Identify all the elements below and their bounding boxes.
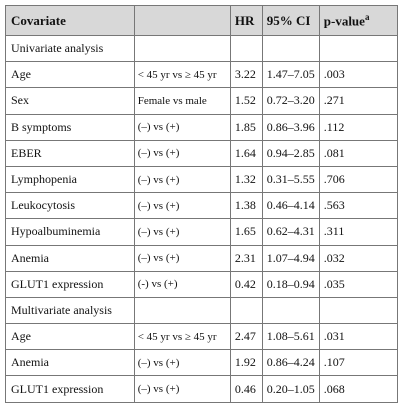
table-head: Covariate HR 95% CI p-valuea bbox=[5, 5, 399, 36]
cell: 1.85 bbox=[229, 113, 263, 141]
cell: < 45 yr vs ≥ 45 yr bbox=[133, 61, 231, 89]
cell: EBER bbox=[5, 139, 135, 167]
cell: 2.47 bbox=[229, 323, 263, 351]
cell: B symptoms bbox=[5, 113, 135, 141]
empty-cell bbox=[261, 34, 320, 63]
cell: 1.38 bbox=[229, 192, 263, 220]
header-text: p-value bbox=[323, 13, 365, 29]
cell: .068 bbox=[318, 375, 399, 403]
cell: (–) vs (+) bbox=[133, 113, 231, 141]
cell: < 45 yr vs ≥ 45 yr bbox=[133, 323, 231, 351]
section-title: Univariate analysis bbox=[5, 34, 135, 63]
cell: .035 bbox=[318, 270, 399, 298]
section-row: Multivariate analysis bbox=[5, 296, 399, 325]
data-row: Lymphopenia (–) vs (+) 1.32 0.31–5.55.706 bbox=[5, 165, 399, 194]
table-body: Univariate analysis Age < 45 yr vs ≥ 45 yr… bbox=[5, 34, 399, 403]
cell: 0.62–4.31 bbox=[261, 218, 320, 246]
cell: Sex bbox=[5, 87, 135, 115]
cell: 0.46–4.14 bbox=[261, 192, 320, 220]
cell: .563 bbox=[318, 192, 399, 220]
cell: Age bbox=[5, 323, 135, 351]
header-cell bbox=[133, 5, 231, 36]
cell: (–) vs (+) bbox=[133, 375, 231, 403]
empty-cell bbox=[318, 296, 399, 325]
cell: Hypoalbuminemia bbox=[5, 218, 135, 246]
data-row: Age < 45 yr vs ≥ 45 yr 3.22 1.47–7.05.003 bbox=[5, 61, 399, 89]
cell: 1.52 bbox=[229, 87, 263, 115]
cell: GLUT1 expression bbox=[5, 375, 135, 403]
cell: (–) vs (+) bbox=[133, 349, 231, 377]
footnote-mark: a bbox=[364, 11, 370, 22]
cell: .271 bbox=[318, 87, 399, 115]
cell: (–) vs (+) bbox=[133, 218, 231, 246]
empty-cell bbox=[318, 34, 399, 63]
cell: Female vs male bbox=[133, 87, 231, 115]
cell: 0.46 bbox=[229, 375, 263, 403]
cell: 1.08–5.61 bbox=[261, 323, 320, 351]
header-cell: 95% CI bbox=[261, 5, 320, 36]
cell: 2.31 bbox=[229, 244, 263, 272]
data-row: B symptoms (–) vs (+) 1.85 0.86–3.96.112 bbox=[5, 113, 399, 141]
empty-cell bbox=[229, 296, 263, 325]
cell: (–) vs (+) bbox=[133, 192, 231, 220]
empty-cell bbox=[261, 296, 320, 325]
cell: 1.92 bbox=[229, 349, 263, 377]
cell: 3.22 bbox=[229, 61, 263, 89]
cell: 0.72–3.20 bbox=[261, 87, 320, 115]
cell: .311 bbox=[318, 218, 399, 246]
cell: Anemia bbox=[5, 349, 135, 377]
data-row: Anemia (–) vs (+) 2.31 1.07–4.94.032 bbox=[5, 244, 399, 272]
cell: 1.32 bbox=[229, 165, 263, 194]
header-cell: Covariate bbox=[5, 5, 135, 36]
cell: (–) vs (+) bbox=[133, 244, 231, 272]
data-row: Anemia (–) vs (+) 1.92 0.86–4.24.107 bbox=[5, 349, 399, 377]
cell: 0.86–3.96 bbox=[261, 113, 320, 141]
cell: 1.47–7.05 bbox=[261, 61, 320, 89]
cell: .032 bbox=[318, 244, 399, 272]
cell: .031 bbox=[318, 323, 399, 351]
section-row: Univariate analysis bbox=[5, 34, 399, 63]
data-row: Age < 45 yr vs ≥ 45 yr 2.47 1.08–5.61.031 bbox=[5, 323, 399, 351]
header-row: Covariate HR 95% CI p-valuea bbox=[5, 5, 399, 36]
cell: .706 bbox=[318, 165, 399, 194]
cell: 0.20–1.05 bbox=[261, 375, 320, 403]
cell: 1.64 bbox=[229, 139, 263, 167]
cell: Age bbox=[5, 61, 135, 89]
cell: .003 bbox=[318, 61, 399, 89]
cell: GLUT1 expression bbox=[5, 270, 135, 298]
empty-cell bbox=[133, 296, 231, 325]
results-table: Covariate HR 95% CI p-valuea Univariate … bbox=[5, 5, 399, 403]
cell: (–) vs (+) bbox=[133, 139, 231, 167]
cell: .081 bbox=[318, 139, 399, 167]
cell: (-) vs (+) bbox=[133, 270, 231, 298]
data-row: Leukocytosis (–) vs (+) 1.38 0.46–4.14.563 bbox=[5, 192, 399, 220]
empty-cell bbox=[229, 34, 263, 63]
cell: .112 bbox=[318, 113, 399, 141]
data-row: EBER (–) vs (+) 1.64 0.94–2.85.081 bbox=[5, 139, 399, 167]
cell: 1.65 bbox=[229, 218, 263, 246]
data-row: Sex Female vs male 1.52 0.72–3.20.271 bbox=[5, 87, 399, 115]
cell: .107 bbox=[318, 349, 399, 377]
data-row: GLUT1 expression (–) vs (+) 0.46 0.20–1.05.… bbox=[5, 375, 399, 403]
cell: (–) vs (+) bbox=[133, 165, 231, 194]
cell: Lymphopenia bbox=[5, 165, 135, 194]
cell: 0.42 bbox=[229, 270, 263, 298]
data-row: GLUT1 expression (-) vs (+) 0.42 0.18–0.94.… bbox=[5, 270, 399, 298]
cell: 0.94–2.85 bbox=[261, 139, 320, 167]
header-cell: p-valuea bbox=[318, 5, 399, 36]
cell: Leukocytosis bbox=[5, 192, 135, 220]
header-cell: HR bbox=[229, 5, 263, 36]
section-title: Multivariate analysis bbox=[5, 296, 135, 325]
cell: 0.18–0.94 bbox=[261, 270, 320, 298]
data-row: Hypoalbuminemia (–) vs (+) 1.65 0.62–4.31.3… bbox=[5, 218, 399, 246]
cell: 0.86–4.24 bbox=[261, 349, 320, 377]
cell: 1.07–4.94 bbox=[261, 244, 320, 272]
empty-cell bbox=[133, 34, 231, 63]
cell: Anemia bbox=[5, 244, 135, 272]
cell: 0.31–5.55 bbox=[261, 165, 320, 194]
